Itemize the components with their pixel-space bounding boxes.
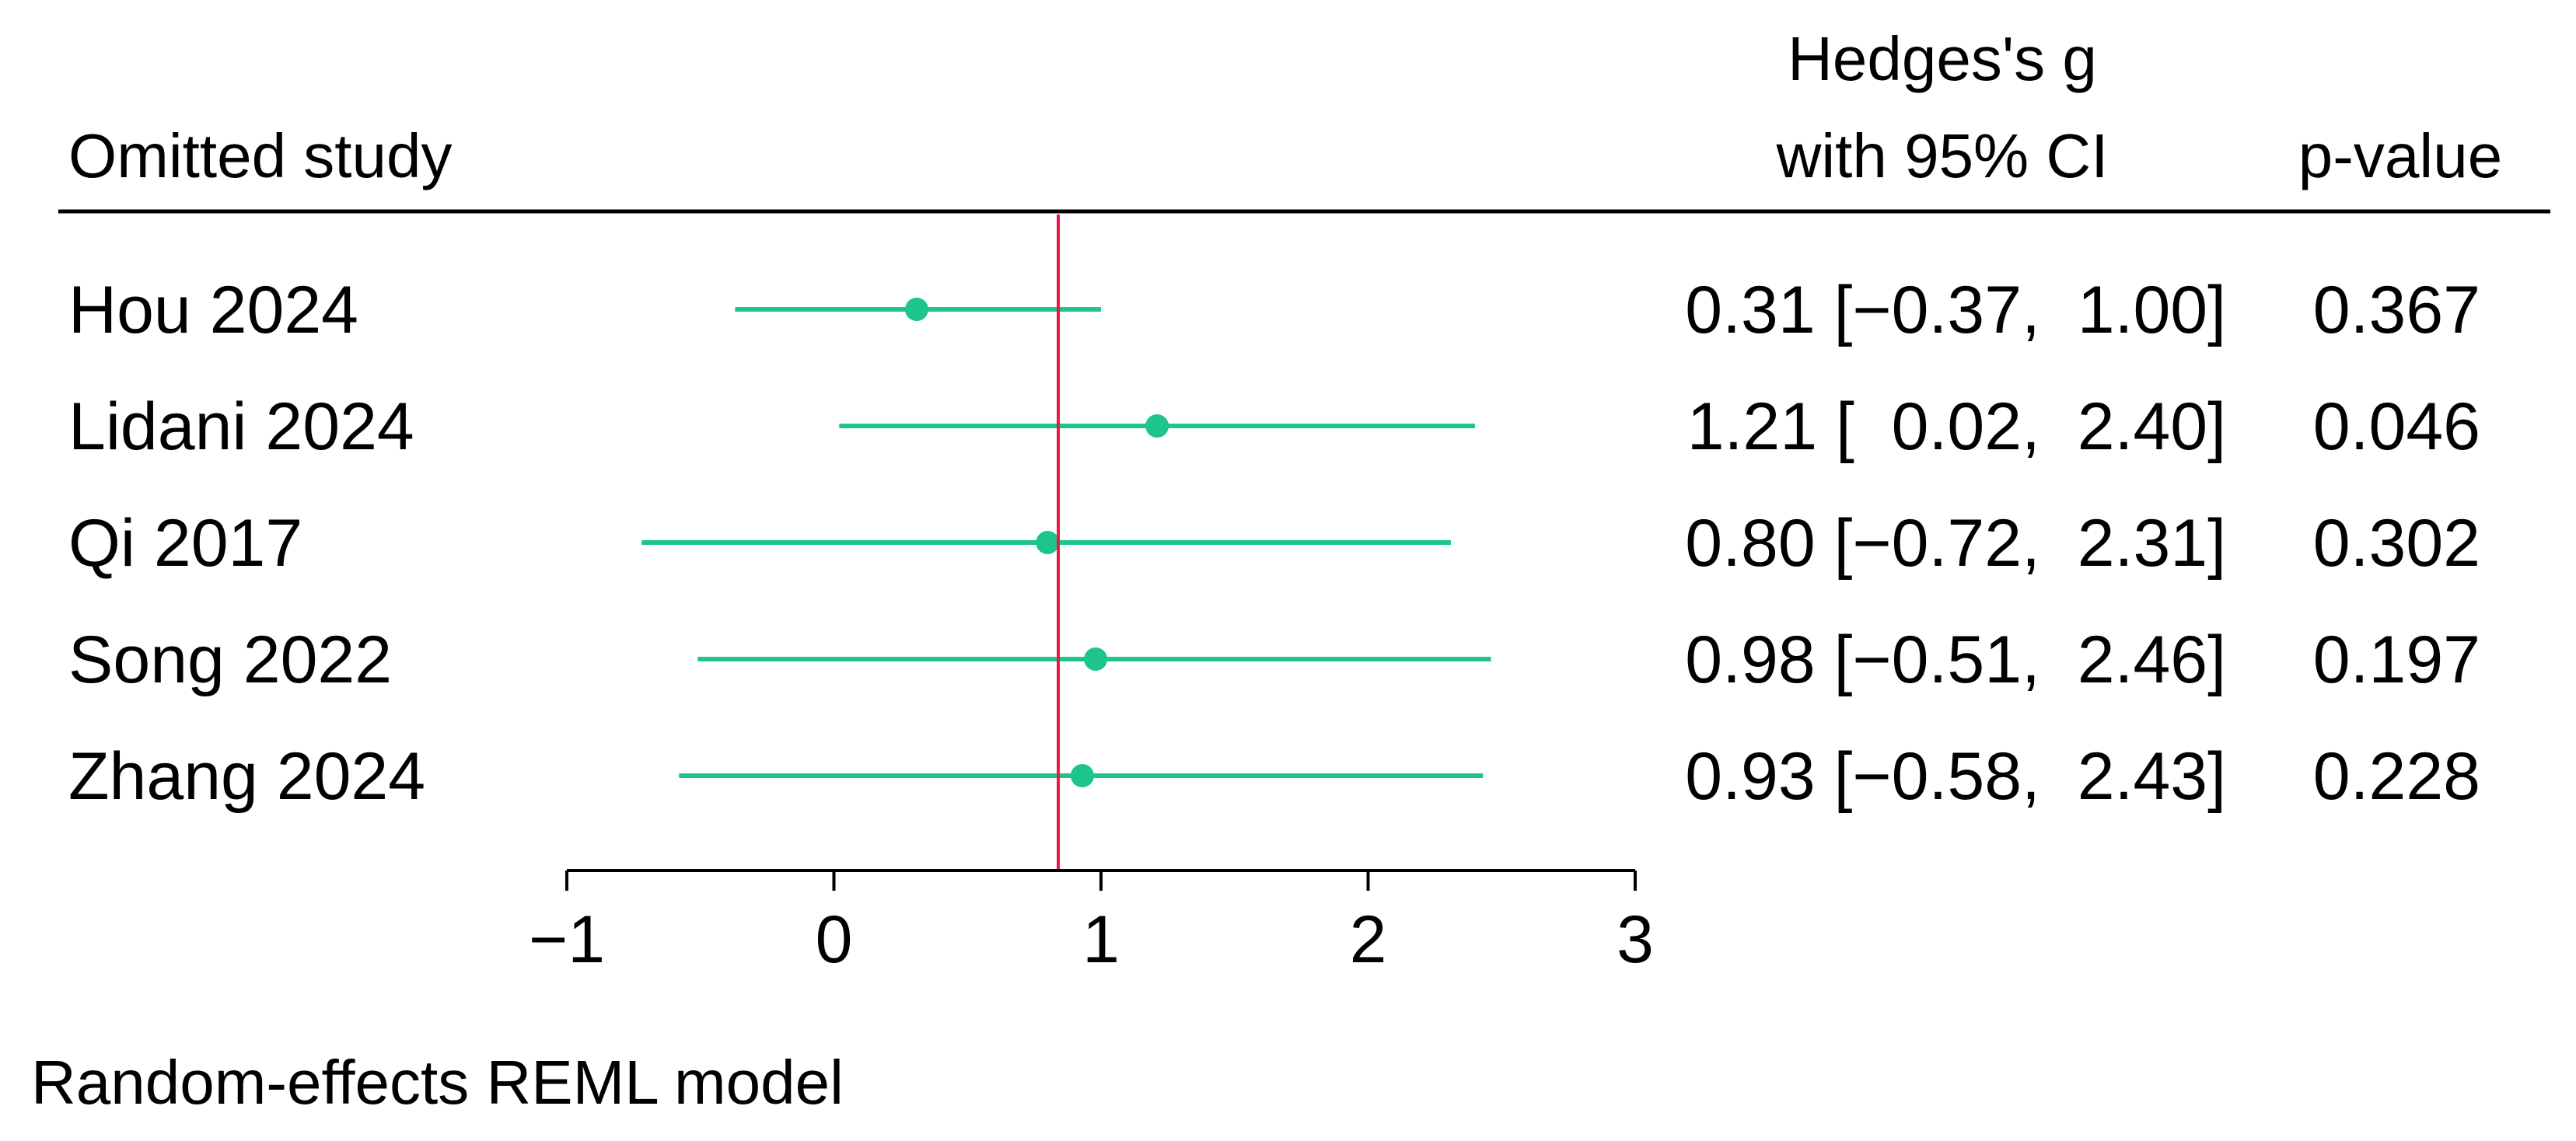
header-omitted-study: Omitted study <box>68 121 453 190</box>
effect-point <box>1070 764 1094 787</box>
x-axis: −1 0 1 2 3 <box>529 869 1654 977</box>
study-row: Song 2022 0.98 [−0.51, 2.46] 0.197 <box>68 623 2480 697</box>
study-rows: Hou 2024 0.31 [−0.37, 1.00] 0.367 Lidani 20… <box>68 273 2480 814</box>
x-tick-label: 2 <box>1350 902 1387 977</box>
x-tick-label: −1 <box>529 902 605 977</box>
header-effect-line2: with 95% CI <box>1776 121 2109 190</box>
study-row: Zhang 2024 0.93 [−0.58, 2.43] 0.228 <box>68 739 2480 814</box>
effect-point <box>1084 647 1108 671</box>
x-tick-label: 3 <box>1617 902 1654 977</box>
study-label: Lidani 2024 <box>68 389 414 464</box>
effect-point <box>1036 531 1060 554</box>
p-value: 0.228 <box>2313 739 2480 814</box>
header-effect-line1: Hedges's g <box>1788 24 2097 93</box>
study-row: Qi 2017 0.80 [−0.72, 2.31] 0.302 <box>68 506 2480 581</box>
study-label: Qi 2017 <box>68 506 302 581</box>
study-label: Zhang 2024 <box>68 739 425 814</box>
p-value: 0.302 <box>2313 506 2480 581</box>
study-label: Hou 2024 <box>68 273 358 347</box>
x-tick-label: 1 <box>1082 902 1120 977</box>
ci-value: 1.21 [ 0.02, 2.40] <box>1687 389 2226 464</box>
effect-point <box>1145 414 1169 438</box>
p-value: 0.367 <box>2313 273 2480 347</box>
p-value: 0.197 <box>2313 623 2480 697</box>
p-value: 0.046 <box>2313 389 2480 464</box>
study-row: Lidani 2024 1.21 [ 0.02, 2.40] 0.046 <box>68 389 2480 464</box>
ci-value: 0.98 [−0.51, 2.46] <box>1685 623 2226 697</box>
ci-value: 0.93 [−0.58, 2.43] <box>1685 739 2226 814</box>
x-tick-label: 0 <box>816 902 853 977</box>
ci-value: 0.80 [−0.72, 2.31] <box>1685 506 2226 581</box>
ci-value: 0.31 [−0.37, 1.00] <box>1685 273 2226 347</box>
study-label: Song 2022 <box>68 623 392 697</box>
model-note: Random-effects REML model <box>31 1048 844 1117</box>
header-p-value: p-value <box>2298 121 2502 190</box>
study-row: Hou 2024 0.31 [−0.37, 1.00] 0.367 <box>68 273 2480 347</box>
effect-point <box>904 298 928 321</box>
